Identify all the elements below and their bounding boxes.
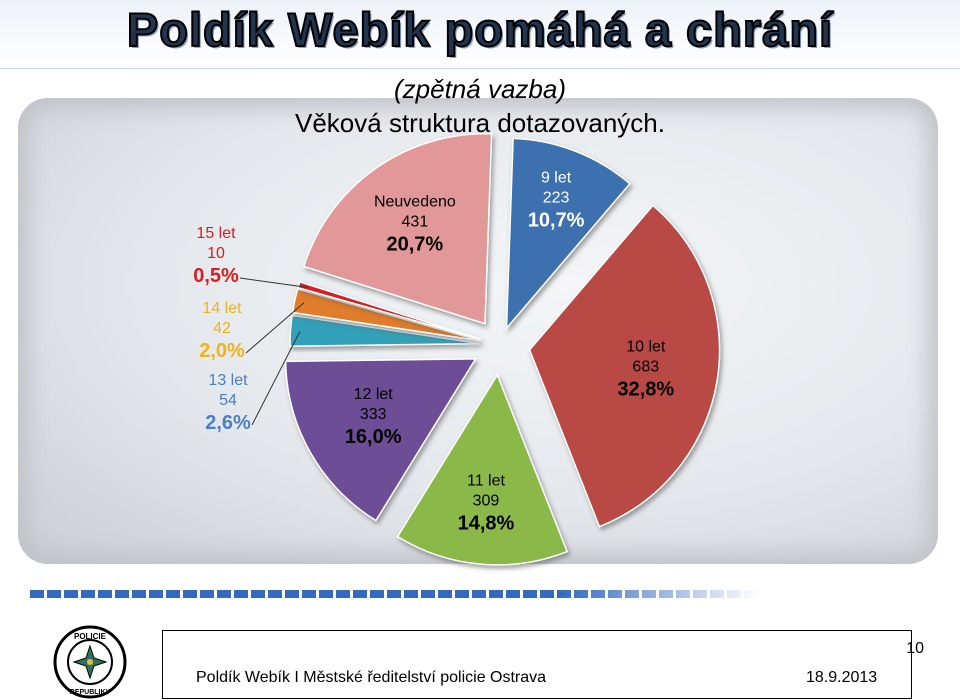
slice-count: 333 xyxy=(360,406,387,423)
slice-label: 9 let xyxy=(541,170,572,187)
pie-slice-12-let xyxy=(284,358,477,522)
slice-percent: 2,6% xyxy=(205,412,251,434)
slice-percent: 0,5% xyxy=(193,265,239,287)
slice-label: 14 let xyxy=(202,300,242,317)
slice-count: 431 xyxy=(402,213,429,230)
slice-percent: 14,8% xyxy=(458,513,515,535)
pie-slice-10-let xyxy=(528,204,721,528)
page-title: Poldík Webík pomáhá a chrání xyxy=(126,2,834,57)
pie-slice-9-let xyxy=(505,137,631,331)
slice-label: 15 let xyxy=(196,225,236,242)
slice-label: Neuvedeno xyxy=(374,193,456,210)
slice-percent: 16,0% xyxy=(345,426,402,448)
leader-line-14-let xyxy=(245,302,305,354)
slice-count: 42 xyxy=(213,320,231,337)
leader-line-15-let xyxy=(239,277,308,289)
page-number: 10 xyxy=(906,640,924,657)
slice-percent: 20,7% xyxy=(387,233,444,255)
slice-percent: 10,7% xyxy=(528,210,585,232)
slice-percent: 2,0% xyxy=(199,340,245,362)
footer-date: 18.9.2013 xyxy=(806,669,878,686)
slice-percent: 32,8% xyxy=(617,378,674,400)
slice-label: 13 let xyxy=(208,372,248,389)
pie-slice-neuvedeno xyxy=(302,133,493,325)
slice-count: 309 xyxy=(473,493,500,510)
leader-line-13-let xyxy=(251,331,301,426)
page-subtitle: (zpětná vazba) xyxy=(394,74,566,104)
slice-label: 12 let xyxy=(354,386,394,403)
footer-frame xyxy=(162,630,912,699)
slice-count: 223 xyxy=(543,190,570,207)
title-banner xyxy=(0,0,960,69)
police-badge-logo: POLICIE REPUBLIKY xyxy=(53,625,127,699)
slice-label: 11 let xyxy=(467,473,506,490)
pie-slice-13-let xyxy=(289,314,481,348)
footer-organization: Poldík Webík I Městské ředitelství polic… xyxy=(196,669,547,686)
age-pie-chart: 9 let 223 10,7% 10 let 683 32,8% 11 let 309 14,8… xyxy=(193,133,721,566)
slice-count: 683 xyxy=(632,358,659,375)
svg-text:REPUBLIKY: REPUBLIKY xyxy=(70,689,111,696)
decorative-stripe xyxy=(30,590,760,598)
pie-slice-11-let xyxy=(396,373,569,566)
slice-count: 54 xyxy=(219,392,237,409)
slice-count: 10 xyxy=(207,245,225,262)
chart-heading: Věková struktura dotazovaných. xyxy=(295,108,665,138)
pie-slice-15-let xyxy=(297,281,482,340)
slice-label: 10 let xyxy=(626,338,666,355)
svg-text:POLICIE: POLICIE xyxy=(74,632,107,641)
